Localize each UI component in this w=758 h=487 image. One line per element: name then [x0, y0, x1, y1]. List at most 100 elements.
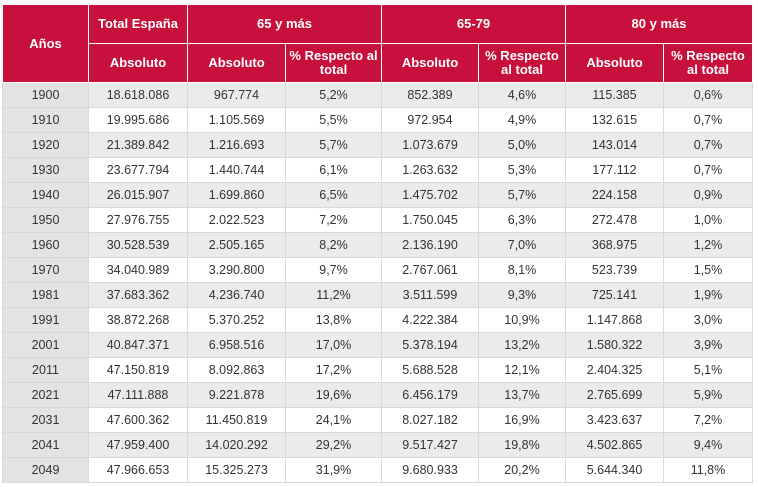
data-cell: 3,9%: [663, 332, 753, 358]
data-cell: 0,7%: [663, 132, 753, 158]
data-cell: 13,8%: [285, 307, 382, 333]
data-cell: 34.040.989: [88, 257, 188, 283]
data-cell: 4,9%: [478, 107, 566, 133]
data-cell: 30.528.539: [88, 232, 188, 258]
data-cell: 11,8%: [663, 457, 753, 483]
data-cell: 0,6%: [663, 82, 753, 108]
data-cell: 13,2%: [478, 332, 566, 358]
data-cell: 2.136.190: [381, 232, 479, 258]
data-cell: 272.478: [565, 207, 664, 233]
year-cell: 2031: [2, 407, 89, 433]
data-cell: 18.618.086: [88, 82, 188, 108]
data-cell: 16,9%: [478, 407, 566, 433]
data-cell: 143.014: [565, 132, 664, 158]
year-cell: 2041: [2, 432, 89, 458]
header-cell: Absoluto: [187, 43, 286, 83]
table-row: 1991 38.872.268 5.370.252 13,8% 4.222.384 10,…: [2, 307, 753, 333]
data-cell: 5,1%: [663, 357, 753, 383]
data-cell: 2.404.325: [565, 357, 664, 383]
data-cell: 2.765.699: [565, 382, 664, 408]
year-cell: 2001: [2, 332, 89, 358]
data-cell: 24,1%: [285, 407, 382, 433]
data-cell: 3.290.800: [187, 257, 286, 283]
year-cell: 1950: [2, 207, 89, 233]
table-row: 1930 23.677.794 1.440.744 6,1% 1.263.632 5,3%…: [2, 157, 753, 183]
table-row: 2011 47.150.819 8.092.863 17,2% 5.688.528 12,…: [2, 357, 753, 383]
data-cell: 20,2%: [478, 457, 566, 483]
data-cell: 31,9%: [285, 457, 382, 483]
year-cell: 1900: [2, 82, 89, 108]
data-cell: 11,2%: [285, 282, 382, 308]
data-cell: 368.975: [565, 232, 664, 258]
table-row: 1920 21.389.842 1.216.693 5,7% 1.073.679 5,0%…: [2, 132, 753, 158]
table-body: 1900 18.618.086 967.774 5,2% 852.389 4,6% 115.…: [2, 82, 753, 483]
table-row: 2049 47.966.653 15.325.273 31,9% 9.680.933 20…: [2, 457, 753, 483]
table-row: 2031 47.600.362 11.450.819 24,1% 8.027.182 16…: [2, 407, 753, 433]
data-cell: 8,1%: [478, 257, 566, 283]
data-cell: 8,2%: [285, 232, 382, 258]
data-cell: 1,9%: [663, 282, 753, 308]
data-cell: 6,5%: [285, 182, 382, 208]
table-row: 1981 37.683.362 4.236.740 11,2% 3.511.599 9,3…: [2, 282, 753, 308]
data-cell: 47.150.819: [88, 357, 188, 383]
data-cell: 1.216.693: [187, 132, 286, 158]
header-cell: % Respecto al total: [285, 43, 382, 83]
header-cell: % Respecto al total: [663, 43, 753, 83]
data-cell: 1.475.702: [381, 182, 479, 208]
data-cell: 9,7%: [285, 257, 382, 283]
data-cell: 4,6%: [478, 82, 566, 108]
data-cell: 47.959.400: [88, 432, 188, 458]
year-cell: 1910: [2, 107, 89, 133]
data-cell: 6.958.516: [187, 332, 286, 358]
data-cell: 3,0%: [663, 307, 753, 333]
data-cell: 23.677.794: [88, 157, 188, 183]
data-cell: 1.073.679: [381, 132, 479, 158]
data-cell: 19.995.686: [88, 107, 188, 133]
data-cell: 14.020.292: [187, 432, 286, 458]
data-cell: 17,0%: [285, 332, 382, 358]
data-cell: 7,2%: [663, 407, 753, 433]
header-cell: Absoluto: [88, 43, 188, 83]
data-cell: 29,2%: [285, 432, 382, 458]
data-cell: 6,3%: [478, 207, 566, 233]
data-cell: 6,1%: [285, 157, 382, 183]
table-row: 2041 47.959.400 14.020.292 29,2% 9.517.427 19…: [2, 432, 753, 458]
data-cell: 0,7%: [663, 157, 753, 183]
header-cell: Absoluto: [381, 43, 479, 83]
year-cell: 1981: [2, 282, 89, 308]
data-cell: 1,2%: [663, 232, 753, 258]
data-cell: 6.456.179: [381, 382, 479, 408]
table-row: 1950 27.976.755 2.022.523 7,2% 1.750.045 6,3%…: [2, 207, 753, 233]
header-cell: Años: [2, 4, 89, 83]
data-cell: 1.699.860: [187, 182, 286, 208]
table-row: 1960 30.528.539 2.505.165 8,2% 2.136.190 7,0%…: [2, 232, 753, 258]
data-cell: 3.511.599: [381, 282, 479, 308]
year-cell: 1930: [2, 157, 89, 183]
data-cell: 47.966.653: [88, 457, 188, 483]
year-cell: 2049: [2, 457, 89, 483]
data-cell: 852.389: [381, 82, 479, 108]
data-cell: 4.502.865: [565, 432, 664, 458]
year-cell: 2021: [2, 382, 89, 408]
data-cell: 0,7%: [663, 107, 753, 133]
header-cell: Total España: [88, 4, 188, 44]
data-cell: 15.325.273: [187, 457, 286, 483]
data-cell: 5,3%: [478, 157, 566, 183]
header-cell: 65 y más: [187, 4, 382, 44]
data-cell: 5.370.252: [187, 307, 286, 333]
data-cell: 2.767.061: [381, 257, 479, 283]
year-cell: 1920: [2, 132, 89, 158]
data-cell: 47.111.888: [88, 382, 188, 408]
data-cell: 5,7%: [285, 132, 382, 158]
data-cell: 2.505.165: [187, 232, 286, 258]
year-cell: 1960: [2, 232, 89, 258]
data-cell: 5,2%: [285, 82, 382, 108]
data-cell: 4.236.740: [187, 282, 286, 308]
header-cell: 80 y más: [565, 4, 753, 44]
data-cell: 27.976.755: [88, 207, 188, 233]
header-cell: % Respecto al total: [478, 43, 566, 83]
data-cell: 132.615: [565, 107, 664, 133]
data-cell: 17,2%: [285, 357, 382, 383]
data-cell: 1,5%: [663, 257, 753, 283]
